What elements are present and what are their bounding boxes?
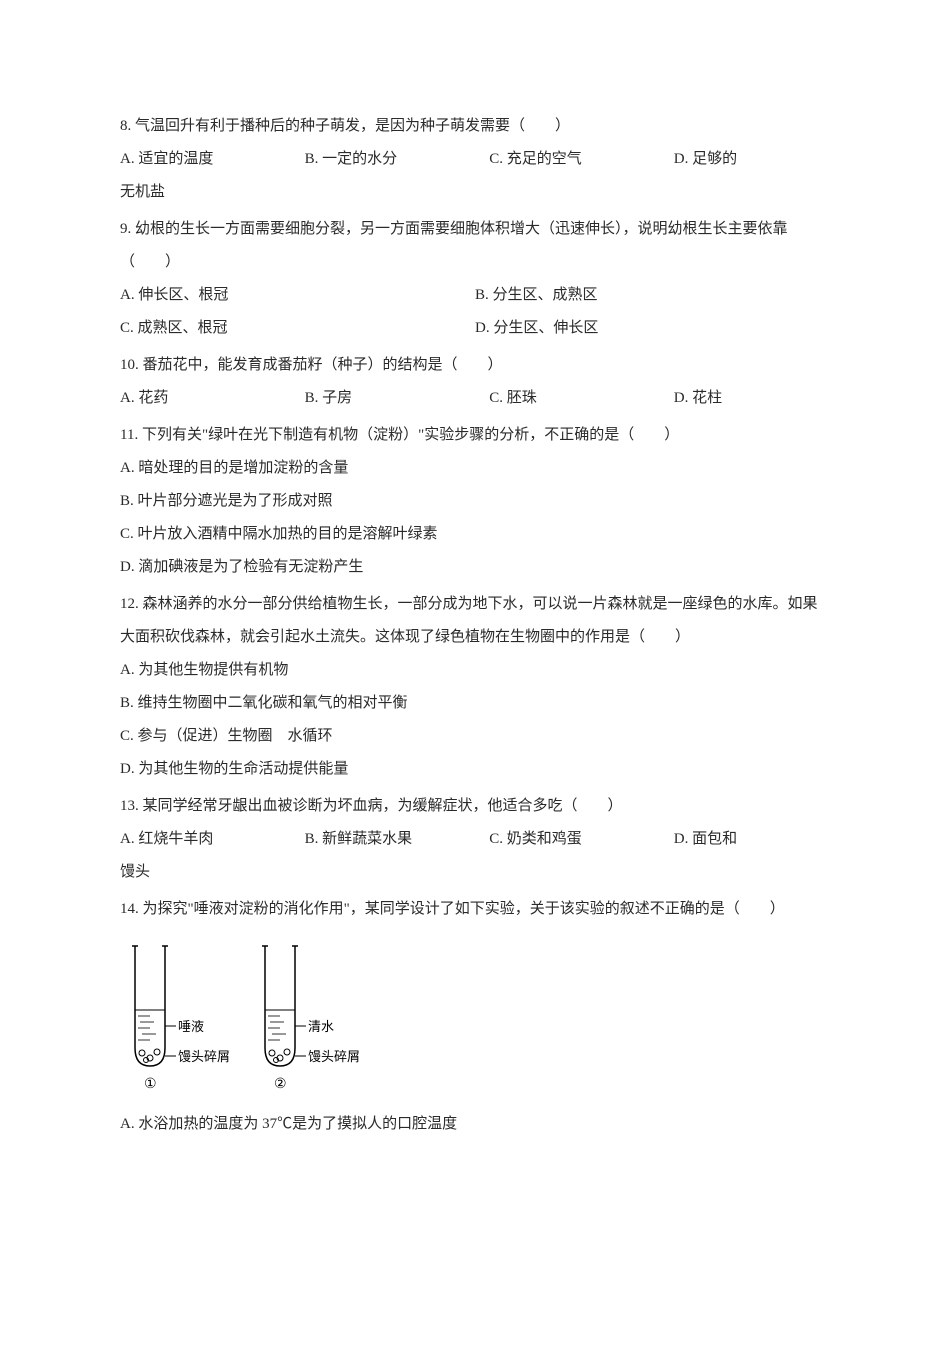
option-9b: B. 分生区、成熟区 bbox=[475, 279, 830, 312]
question-11: 11. 下列有关"绿叶在光下制造有机物（淀粉）"实验步骤的分析，不正确的是（ ）… bbox=[120, 419, 830, 584]
option-9c: C. 成熟区、根冠 bbox=[120, 312, 475, 345]
question-14: 14. 为探究"唾液对淀粉的消化作用"，某同学设计了如下实验，关于该实验的叙述不… bbox=[120, 893, 830, 1141]
option-11d: D. 滴加碘液是为了检验有无淀粉产生 bbox=[120, 551, 830, 584]
test-tube-2: 清水 馒头碎屑 ② bbox=[262, 946, 360, 1092]
option-13d-continuation: 馒头 bbox=[120, 856, 830, 889]
test-tubes-diagram: 唾液 馒头碎屑 ① bbox=[120, 938, 830, 1098]
question-14-text: 14. 为探究"唾液对淀粉的消化作用"，某同学设计了如下实验，关于该实验的叙述不… bbox=[120, 893, 830, 926]
question-12: 12. 森林涵养的水分一部分供给植物生长，一部分成为地下水，可以说一片森林就是一… bbox=[120, 588, 830, 786]
question-9-text: 9. 幼根的生长一方面需要细胞分裂，另一方面需要细胞体积增大（迅速伸长），说明幼… bbox=[120, 213, 830, 279]
question-8: 8. 气温回升有利于播种后的种子萌发，是因为种子萌发需要（ ） A. 适宜的温度… bbox=[120, 110, 830, 209]
question-12-text: 12. 森林涵养的水分一部分供给植物生长，一部分成为地下水，可以说一片森林就是一… bbox=[120, 588, 830, 654]
option-12d: D. 为其他生物的生命活动提供能量 bbox=[120, 753, 830, 786]
tube2-liquid-label: 清水 bbox=[308, 1019, 334, 1034]
question-13-options: A. 红烧牛羊肉 B. 新鲜蔬菜水果 C. 奶类和鸡蛋 D. 面包和 bbox=[120, 823, 830, 856]
test-tube-1: 唾液 馒头碎屑 ① bbox=[132, 946, 230, 1092]
question-9: 9. 幼根的生长一方面需要细胞分裂，另一方面需要细胞体积增大（迅速伸长），说明幼… bbox=[120, 213, 830, 345]
option-14a: A. 水浴加热的温度为 37℃是为了摸拟人的口腔温度 bbox=[120, 1108, 830, 1141]
option-10a: A. 花药 bbox=[120, 382, 305, 415]
option-8c: C. 充足的空气 bbox=[489, 143, 674, 176]
option-12b: B. 维持生物圈中二氧化碳和氧气的相对平衡 bbox=[120, 687, 830, 720]
question-10: 10. 番茄花中，能发育成番茄籽（种子）的结构是（ ） A. 花药 B. 子房 … bbox=[120, 349, 830, 415]
question-13-text: 13. 某同学经常牙龈出血被诊断为坏血病，为缓解症状，他适合多吃（ ） bbox=[120, 790, 830, 823]
option-10c: C. 胚珠 bbox=[489, 382, 674, 415]
option-12a: A. 为其他生物提供有机物 bbox=[120, 654, 830, 687]
tube1-solid-label: 馒头碎屑 bbox=[178, 1049, 230, 1064]
question-8-text: 8. 气温回升有利于播种后的种子萌发，是因为种子萌发需要（ ） bbox=[120, 110, 830, 143]
option-13b: B. 新鲜蔬菜水果 bbox=[305, 823, 490, 856]
option-10d: D. 花柱 bbox=[674, 382, 830, 415]
option-8d-continuation: 无机盐 bbox=[120, 176, 830, 209]
option-10b: B. 子房 bbox=[305, 382, 490, 415]
tube1-liquid-label: 唾液 bbox=[178, 1019, 204, 1034]
option-12c: C. 参与（促进）生物圈 水循环 bbox=[120, 720, 830, 753]
question-10-options: A. 花药 B. 子房 C. 胚珠 D. 花柱 bbox=[120, 382, 830, 415]
option-13d: D. 面包和 bbox=[674, 823, 830, 856]
tube2-number: ② bbox=[274, 1077, 287, 1092]
option-11a: A. 暗处理的目的是增加淀粉的含量 bbox=[120, 452, 830, 485]
tube1-number: ① bbox=[144, 1077, 157, 1092]
option-13c: C. 奶类和鸡蛋 bbox=[489, 823, 674, 856]
option-9a: A. 伸长区、根冠 bbox=[120, 279, 475, 312]
option-13a: A. 红烧牛羊肉 bbox=[120, 823, 305, 856]
question-9-options-row2: C. 成熟区、根冠 D. 分生区、伸长区 bbox=[120, 312, 830, 345]
question-11-text: 11. 下列有关"绿叶在光下制造有机物（淀粉）"实验步骤的分析，不正确的是（ ） bbox=[120, 419, 830, 452]
option-8b: B. 一定的水分 bbox=[305, 143, 490, 176]
option-8d: D. 足够的 bbox=[674, 143, 830, 176]
option-11c: C. 叶片放入酒精中隔水加热的目的是溶解叶绿素 bbox=[120, 518, 830, 551]
option-9d: D. 分生区、伸长区 bbox=[475, 312, 830, 345]
tube2-solid-label: 馒头碎屑 bbox=[308, 1049, 360, 1064]
option-8a: A. 适宜的温度 bbox=[120, 143, 305, 176]
question-9-options-row1: A. 伸长区、根冠 B. 分生区、成熟区 bbox=[120, 279, 830, 312]
option-11b: B. 叶片部分遮光是为了形成对照 bbox=[120, 485, 830, 518]
question-13: 13. 某同学经常牙龈出血被诊断为坏血病，为缓解症状，他适合多吃（ ） A. 红… bbox=[120, 790, 830, 889]
question-10-text: 10. 番茄花中，能发育成番茄籽（种子）的结构是（ ） bbox=[120, 349, 830, 382]
question-8-options: A. 适宜的温度 B. 一定的水分 C. 充足的空气 D. 足够的 bbox=[120, 143, 830, 176]
